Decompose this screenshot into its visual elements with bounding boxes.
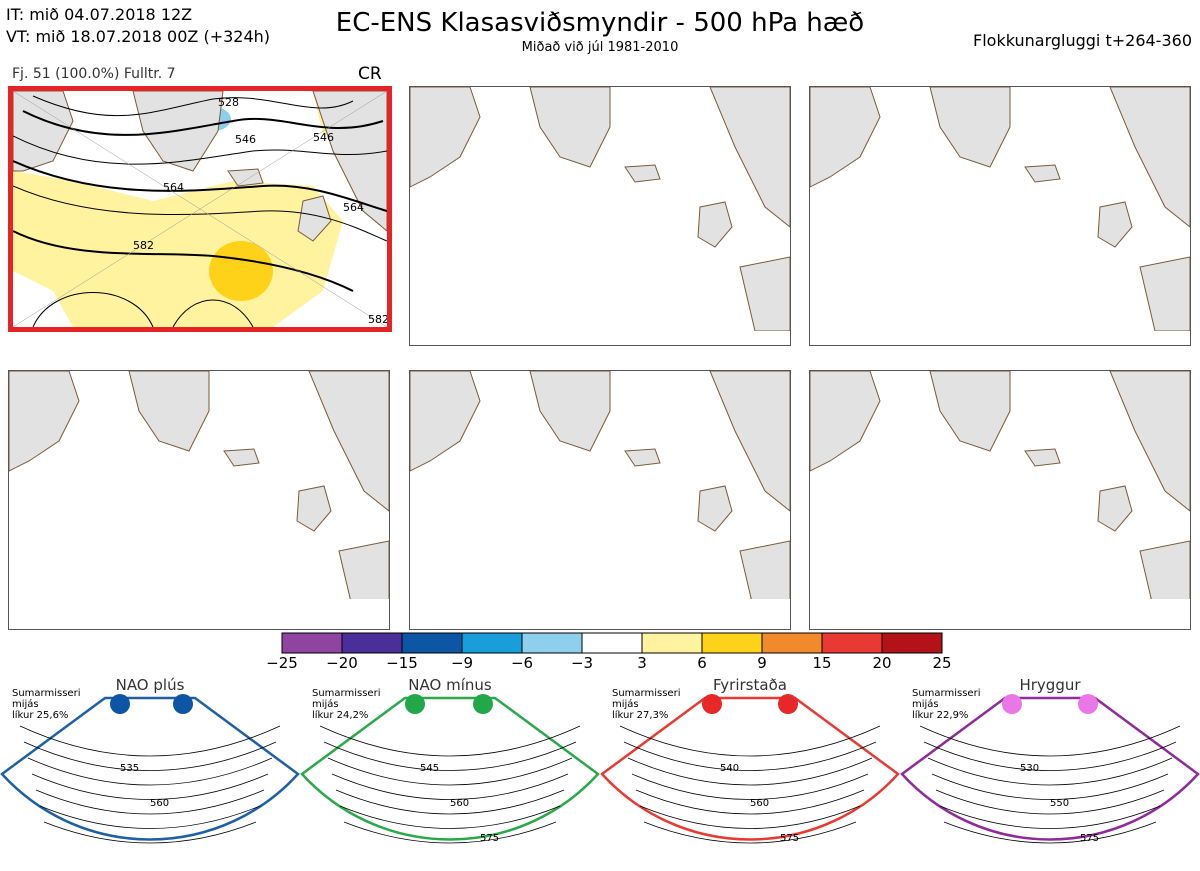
regime-thumbnail[interactable]: 545 560 575 Sumarmisseri mijás líkur 24,2% NAO… bbox=[300, 676, 600, 871]
positive-anomaly-area bbox=[13, 171, 343, 327]
regime-centre-marker bbox=[702, 694, 722, 714]
regime-centre-marker bbox=[473, 694, 493, 714]
colorbar-bin bbox=[581, 632, 643, 654]
contour-label: 575 bbox=[1080, 833, 1099, 844]
contour-label: 560 bbox=[150, 798, 169, 809]
regime-title: Fyrirstaða bbox=[713, 676, 787, 694]
colorbar bbox=[281, 632, 943, 658]
contour-label: 575 bbox=[480, 833, 499, 844]
colorbar-bin bbox=[821, 632, 883, 654]
regime-probability: Sumarmisseri mijás líkur 22,9% bbox=[912, 688, 981, 721]
contour-label: 550 bbox=[1050, 798, 1069, 809]
colorbar-bin bbox=[461, 632, 523, 654]
contour-label: 545 bbox=[420, 763, 439, 774]
cluster-map-empty[interactable] bbox=[809, 370, 1191, 630]
colorbar-tick-label: 25 bbox=[932, 654, 952, 672]
contour-label: 535 bbox=[120, 763, 139, 774]
colorbar-bin bbox=[281, 632, 343, 654]
regime-title: NAO mínus bbox=[408, 676, 492, 694]
contour-label: 528 bbox=[218, 96, 239, 109]
contour-label: 546 bbox=[235, 133, 256, 146]
colorbar-tick-label: 6 bbox=[697, 654, 707, 672]
regime-centre-marker bbox=[110, 694, 130, 714]
regime-thumbnail[interactable]: 530 550 575 Sumarmisseri mijás líkur 22,9% Hry… bbox=[900, 676, 1200, 871]
strong-positive-anomaly bbox=[209, 241, 273, 301]
colorbar-bin bbox=[881, 632, 943, 654]
regime-probability: Sumarmisseri mijás líkur 25,6% bbox=[12, 688, 81, 721]
regime-centre-marker bbox=[405, 694, 425, 714]
colorbar-tick-label: 3 bbox=[637, 654, 647, 672]
regime-probability: Sumarmisseri mijás líkur 27,3% bbox=[612, 688, 681, 721]
it-line: IT: mið 04.07.2018 12Z bbox=[6, 5, 193, 24]
classification-window: Flokkunargluggi t+264-360 bbox=[973, 31, 1192, 50]
colorbar-bin bbox=[341, 632, 403, 654]
colorbar-bin bbox=[521, 632, 583, 654]
cluster-map-main[interactable]: 528 546 564 582 546 564 582 bbox=[8, 86, 392, 332]
contour-label: 540 bbox=[720, 763, 739, 774]
contour-label: 560 bbox=[450, 798, 469, 809]
colorbar-bin bbox=[641, 632, 703, 654]
cluster-map-empty[interactable] bbox=[809, 86, 1191, 346]
regime-title: NAO plús bbox=[115, 676, 185, 694]
colorbar-bin bbox=[401, 632, 463, 654]
contour-label: 575 bbox=[780, 833, 799, 844]
colorbar-tick-label: −9 bbox=[450, 654, 474, 672]
cluster-map-empty[interactable] bbox=[8, 370, 390, 630]
regime-probability: Sumarmisseri mijás líkur 24,2% bbox=[312, 688, 381, 721]
header-dates: IT: mið 04.07.2018 12Z VT: mið 18.07.201… bbox=[6, 4, 270, 48]
contour-label: 582 bbox=[133, 239, 154, 252]
contour-label: 530 bbox=[1020, 763, 1039, 774]
cluster-info: Fj. 51 (100.0%) Fulltr. 7 bbox=[12, 66, 176, 82]
iceland bbox=[227, 168, 264, 187]
colorbar-tick-label: 15 bbox=[812, 654, 832, 672]
regime-centre-marker bbox=[173, 694, 193, 714]
contour-label: 564 bbox=[343, 201, 364, 214]
contour-label: 560 bbox=[750, 798, 769, 809]
regime-code: CR bbox=[358, 64, 382, 84]
british-isles bbox=[297, 195, 332, 242]
colorbar-tick-label: −20 bbox=[326, 654, 358, 672]
colorbar-tick-label: −6 bbox=[510, 654, 534, 672]
regime-centre-marker bbox=[778, 694, 798, 714]
cluster-map-empty[interactable] bbox=[409, 86, 791, 346]
vt-line: VT: mið 18.07.2018 00Z (+324h) bbox=[6, 27, 271, 46]
colorbar-tick-label: 20 bbox=[872, 654, 892, 672]
regime-centre-marker bbox=[1002, 694, 1022, 714]
cluster-map-empty[interactable] bbox=[409, 370, 791, 630]
colorbar-tick-label: −15 bbox=[386, 654, 418, 672]
contour-label: 564 bbox=[163, 181, 184, 194]
colorbar-bin bbox=[701, 632, 763, 654]
regime-thumbnail[interactable]: 535 560 Sumarmisseri mijás líkur 25,6% NAO pl… bbox=[0, 676, 300, 871]
colorbar-tick-label: 9 bbox=[757, 654, 767, 672]
regime-centre-marker bbox=[1078, 694, 1098, 714]
colorbar-tick-label: −3 bbox=[570, 654, 594, 672]
colorbar-tick-label: −25 bbox=[266, 654, 298, 672]
colorbar-bin bbox=[761, 632, 823, 654]
contour-label: 582 bbox=[368, 313, 387, 326]
regime-title: Hryggur bbox=[1019, 676, 1081, 694]
regime-thumbnail[interactable]: 540 560 575 Sumarmisseri mijás líkur 27,3% Fyr… bbox=[600, 676, 900, 871]
contour-label: 546 bbox=[313, 131, 334, 144]
page-subtitle: Miðað við júl 1981-2010 bbox=[521, 40, 679, 55]
page-title: EC-ENS Klasasviðsmyndir - 500 hPa hæð bbox=[335, 8, 865, 38]
